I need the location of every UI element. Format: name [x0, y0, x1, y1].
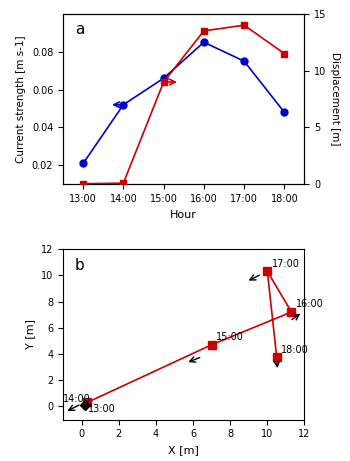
X-axis label: X [m]: X [m]	[168, 445, 199, 455]
Y-axis label: Current strength [m s-1]: Current strength [m s-1]	[16, 35, 26, 163]
Text: 14:00: 14:00	[63, 395, 91, 404]
Text: 16:00: 16:00	[296, 299, 324, 309]
Y-axis label: Displacement [m]: Displacement [m]	[330, 52, 341, 146]
Text: 18:00: 18:00	[281, 345, 309, 355]
Text: 15:00: 15:00	[216, 332, 244, 342]
Text: a: a	[75, 22, 84, 37]
Y-axis label: Y [m]: Y [m]	[25, 319, 35, 349]
Text: b: b	[75, 258, 85, 272]
Text: 13:00: 13:00	[88, 404, 116, 414]
X-axis label: Hour: Hour	[170, 210, 197, 219]
Text: 17:00: 17:00	[272, 259, 300, 269]
